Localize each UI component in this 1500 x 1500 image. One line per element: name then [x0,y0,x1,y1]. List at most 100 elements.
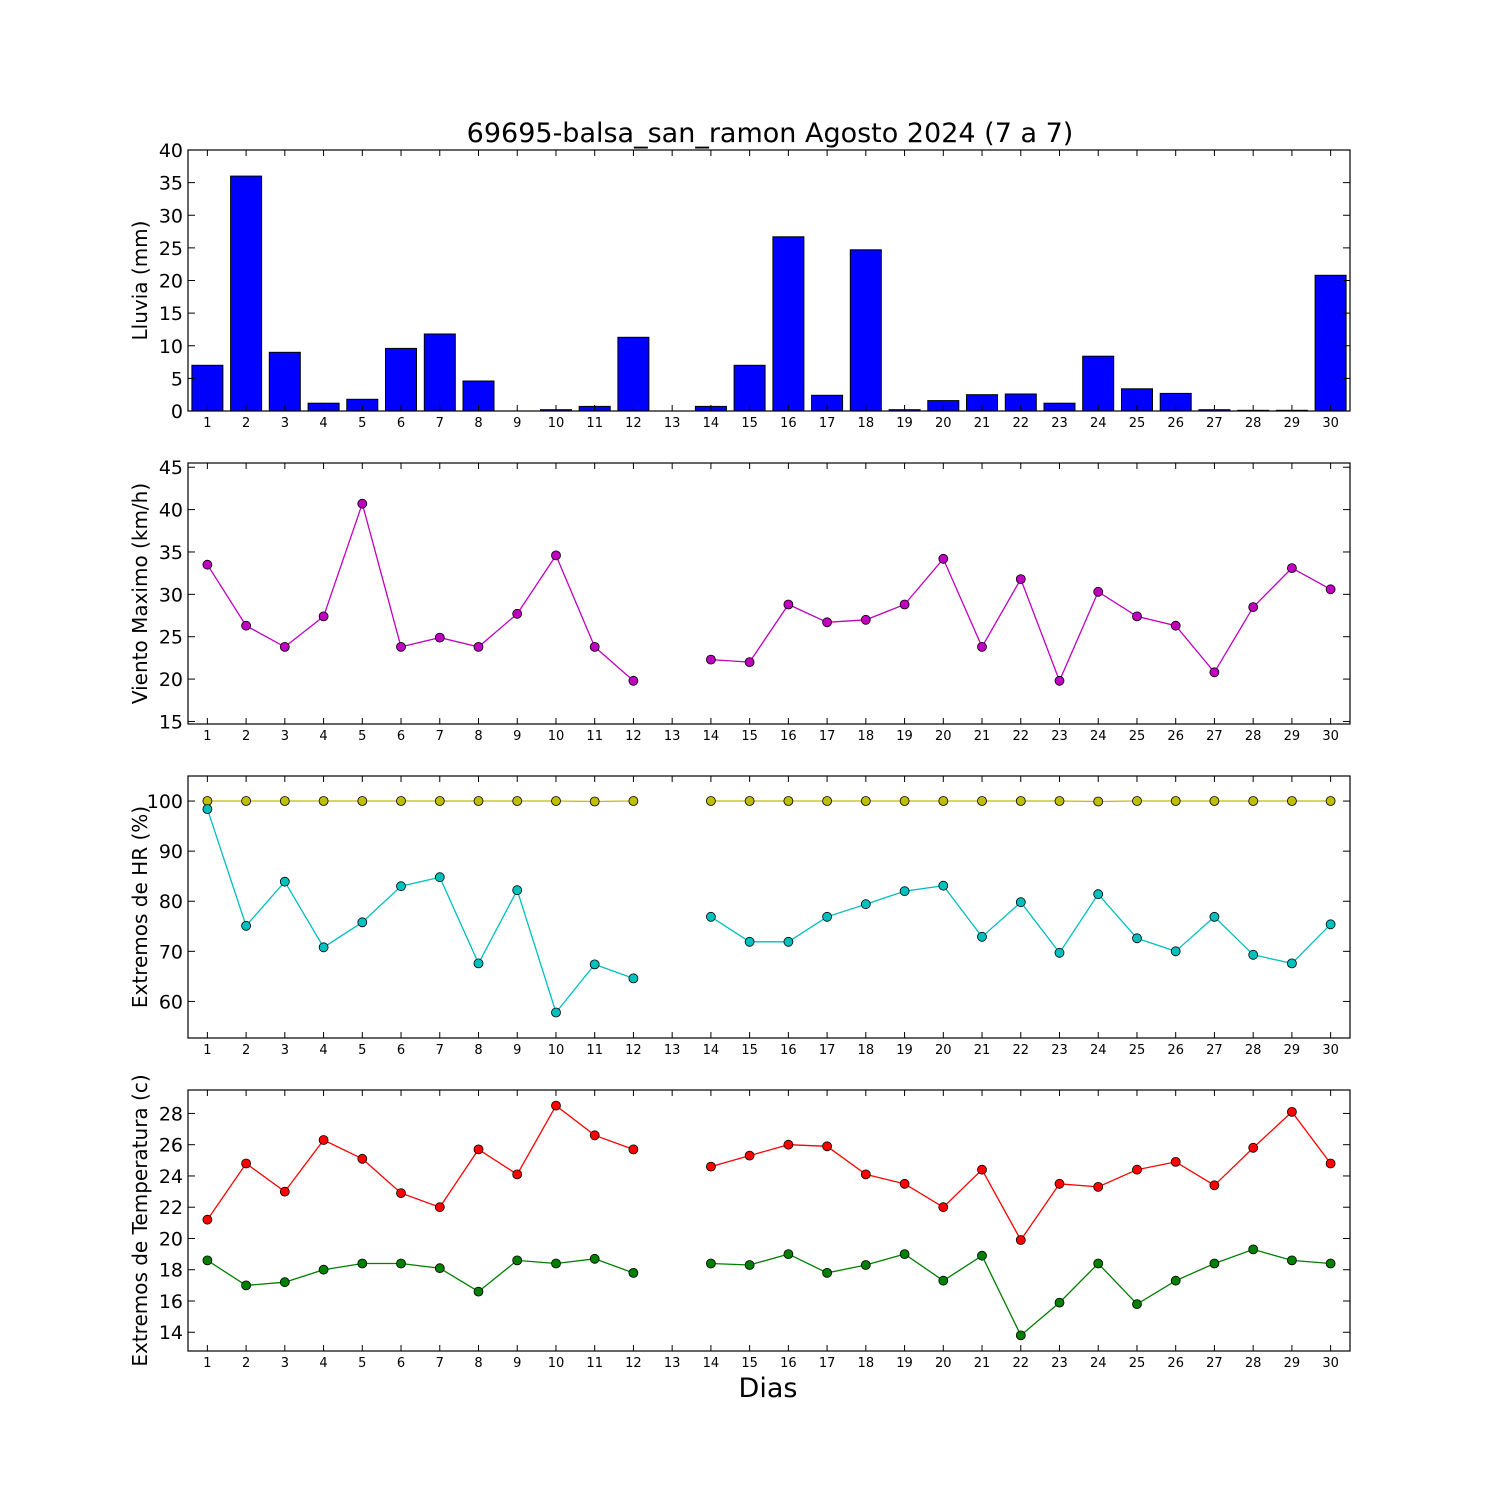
viento-series-0-point-day-26 [1170,620,1181,631]
viento-xtick-label-14: 14 [703,729,720,744]
humedad-series-0-point-day-11 [589,796,600,807]
humedad-series-1-point-day-17 [822,911,832,922]
viento-ytick-label-30: 30 [159,584,183,606]
temperatura-series-1-point-day-20 [938,1275,949,1286]
bar-day-15 [733,364,766,412]
viento-series-0-point-day-14 [706,654,716,665]
humedad-series-1-point-day-20 [938,880,949,891]
viento-series-0-point-day-9 [512,608,523,619]
temperatura-series-1-point-day-14 [706,1258,716,1269]
temperatura-series-0-point-day-5 [357,1153,368,1164]
temperatura-xtick-label-24: 24 [1090,1356,1107,1371]
humedad-series-0-point-day-10 [551,796,561,806]
humedad-xtick-label-5: 5 [358,1043,366,1058]
humedad-series-1-point-day-25 [1132,933,1142,944]
temperatura-series-0-point-day-10 [551,1100,561,1111]
temperatura-series-1-point-day-19 [899,1249,910,1259]
humedad-series-0-point-day-29 [1287,796,1297,806]
temperatura-series-1-point-day-12 [628,1268,639,1278]
viento-ytick-label-15: 15 [159,711,183,733]
temperatura-xtick-label-21: 21 [974,1356,991,1371]
temperatura-series-0-point-day-7 [434,1202,445,1213]
humedad-xtick-label-18: 18 [858,1043,875,1058]
viento-xtick-label-2: 2 [242,729,250,744]
lluvia-xtick-label-29: 29 [1284,416,1301,431]
lluvia-ytick-label-5: 5 [171,368,183,390]
temperatura-series-1-point-day-16 [783,1249,794,1259]
temperatura-series-1-point-day-29 [1287,1255,1297,1266]
humedad-series-1-point-day-3 [279,876,290,887]
lluvia-xtick-label-13: 13 [664,416,681,431]
lluvia-xtick-label-9: 9 [513,416,521,431]
temperatura-xtick-label-20: 20 [935,1356,952,1371]
humedad-xtick-label-13: 13 [664,1043,681,1058]
viento-xtick-label-25: 25 [1129,729,1146,744]
humedad-xtick-label-7: 7 [436,1043,444,1058]
humedad-series-0-point-day-27 [1209,796,1220,806]
viento-xtick-label-1: 1 [203,729,211,744]
temperatura-series-1-point-day-7 [434,1263,445,1274]
lluvia-xtick-label-12: 12 [625,416,642,431]
temperatura-ytick-label-18: 18 [159,1260,183,1282]
viento-xtick-label-12: 12 [625,729,642,744]
temperatura-series-0-point-day-9 [512,1169,523,1180]
temperatura-xtick-label-4: 4 [319,1356,327,1371]
humedad-series-0-point-day-14 [706,796,716,806]
humedad-xtick-label-22: 22 [1012,1043,1029,1058]
viento-series-0-point-day-19 [899,599,910,610]
humedad-xtick-label-29: 29 [1284,1043,1301,1058]
humedad-series-1-point-day-28 [1248,949,1259,960]
temperatura-xtick-label-13: 13 [664,1356,681,1371]
humedad-series-0-point-day-20 [938,796,949,806]
lluvia-ytick-label-15: 15 [159,303,183,325]
humedad-xtick-label-17: 17 [819,1043,836,1058]
lluvia-xtick-label-26: 26 [1167,416,1184,431]
viento-xtick-label-24: 24 [1090,729,1107,744]
temperatura-series-0-point-day-25 [1132,1164,1142,1175]
lluvia-ytick-label-20: 20 [159,271,183,293]
humedad-xtick-label-10: 10 [548,1043,565,1058]
humedad-ytick-label-100: 100 [147,791,183,813]
temperatura-ytick-label-24: 24 [159,1166,183,1188]
humedad-series-0-point-day-1 [202,796,213,806]
lluvia-xtick-label-25: 25 [1129,416,1146,431]
humedad-series-1-point-day-14 [706,911,716,922]
temperatura-series-1-point-day-11 [589,1253,600,1264]
temperatura-xtick-label-10: 10 [548,1356,565,1371]
temperatura-ytick-label-20: 20 [159,1228,183,1250]
temperatura-series-0-point-day-28 [1248,1142,1259,1153]
viento-axes-frame [187,462,1351,725]
humedad-series-1-point-day-30 [1325,919,1336,930]
temperatura-series-0-point-day-20 [938,1202,949,1213]
temperatura-series-0-point-day-19 [899,1178,910,1189]
viento-xtick-label-23: 23 [1051,729,1068,744]
viento-series-0-point-day-18 [860,614,871,625]
temperatura-xtick-label-16: 16 [780,1356,797,1371]
viento-series-0-point-day-10 [551,550,561,561]
humedad-series-1-point-day-10 [551,1007,561,1018]
temperatura-series-0-point-day-3 [279,1186,290,1197]
humedad-xtick-label-1: 1 [203,1043,211,1058]
lluvia-xtick-label-27: 27 [1206,416,1223,431]
viento-xtick-label-30: 30 [1322,729,1339,744]
humedad-xtick-label-16: 16 [780,1043,797,1058]
humedad-xtick-label-24: 24 [1090,1043,1107,1058]
viento-xtick-label-19: 19 [896,729,913,744]
humedad-y-axis-label: Extremos de HR (%) [128,806,152,1008]
lluvia-xtick-label-22: 22 [1012,416,1029,431]
humedad-series-0-point-day-8 [473,796,484,806]
temperatura-series-0-point-day-26 [1170,1157,1181,1167]
temperatura-series-0-point-day-11 [589,1130,600,1141]
temperatura-series-1-point-day-18 [860,1260,871,1270]
temperatura-xtick-label-15: 15 [741,1356,758,1371]
humedad-series-0-line-0 [207,800,634,803]
temperatura-series-0-point-day-12 [628,1144,639,1155]
viento-ytick-label-25: 25 [159,627,183,649]
humedad-series-1-point-day-15 [744,936,755,947]
temperatura-series-0-point-day-27 [1209,1180,1220,1191]
temperatura-xtick-label-27: 27 [1206,1356,1223,1371]
humedad-xtick-label-2: 2 [242,1043,250,1058]
humedad-xtick-label-8: 8 [474,1043,482,1058]
viento-xtick-label-26: 26 [1167,729,1184,744]
lluvia-xtick-label-24: 24 [1090,416,1107,431]
